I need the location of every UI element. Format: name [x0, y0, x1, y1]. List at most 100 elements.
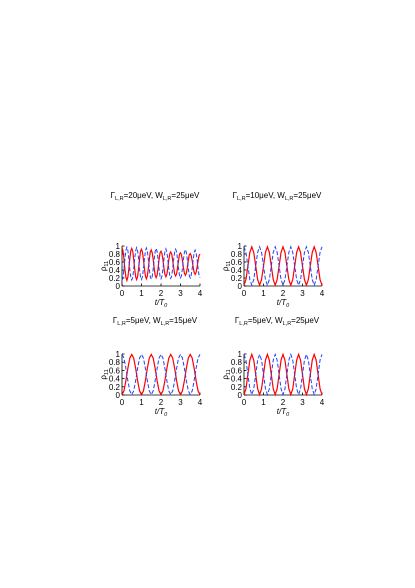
panel-title: ΓL,R=5μeV, WL,R=25μeV — [235, 316, 320, 327]
subscript: 0 — [286, 412, 290, 418]
series-line — [121, 353, 201, 396]
y-tick-label: 0.2 — [231, 274, 243, 283]
y-tick-label: 0.8 — [231, 250, 243, 259]
text-part: ρ — [99, 266, 108, 271]
x-tick-label: 3 — [300, 289, 305, 298]
text-part: =25μeV — [171, 191, 200, 200]
y-tick-label: 0 — [116, 282, 121, 291]
y-tick-label: 1 — [238, 242, 243, 251]
x-tick-label: 0 — [120, 289, 125, 298]
panel-title: ΓL,R=20μeV, WL,R=25μeV — [111, 191, 200, 202]
y-tick-label: 0.4 — [231, 375, 243, 384]
y-tick-label: 0.4 — [109, 375, 121, 384]
y-tick-label: 0.2 — [231, 383, 243, 392]
series-line — [243, 244, 323, 288]
x-tick-label: 0 — [242, 289, 247, 298]
x-tick-label: 4 — [320, 289, 325, 298]
subscript: 0 — [164, 303, 168, 309]
subscript: 11 — [104, 369, 110, 375]
series-line — [243, 352, 323, 397]
y-tick-label: 1 — [116, 242, 121, 251]
series-line — [243, 352, 323, 397]
x-tick-label: 0 — [120, 398, 125, 407]
x-tick-label: 1 — [139, 398, 144, 407]
x-tick-label: 1 — [261, 289, 266, 298]
y-tick-label: 1 — [116, 350, 121, 359]
subscript: 11 — [226, 369, 232, 375]
x-axis-label: t/T0 — [155, 407, 168, 418]
y-tick-label: 0.6 — [109, 366, 121, 375]
x-tick-label: 2 — [159, 398, 164, 407]
y-tick-label: 0.8 — [231, 358, 243, 367]
series-line — [121, 246, 201, 283]
x-tick-label: 3 — [178, 289, 183, 298]
text-part: Γ — [113, 316, 118, 325]
x-tick-label: 4 — [198, 398, 203, 407]
text-part: t/T — [277, 298, 287, 307]
y-tick-label: 0.8 — [109, 250, 121, 259]
y-axis-label: ρ11 — [99, 369, 110, 379]
x-tick-label: 4 — [320, 398, 325, 407]
y-tick-label: 0.6 — [231, 258, 243, 267]
subscript: L,R — [161, 321, 170, 327]
x-tick-label: 4 — [198, 289, 203, 298]
subscript: 0 — [164, 412, 168, 418]
text-part: ρ — [221, 266, 230, 271]
x-tick-label: 2 — [159, 289, 164, 298]
x-tick-label: 1 — [139, 289, 144, 298]
x-axis-label: t/T0 — [277, 407, 290, 418]
subscript: L,R — [117, 321, 126, 327]
subscript: 11 — [104, 261, 110, 267]
text-part: =15μeV — [169, 316, 198, 325]
x-axis-label: t/T0 — [277, 298, 290, 309]
x-tick-label: 2 — [281, 398, 286, 407]
y-axis-label: ρ11 — [221, 369, 232, 379]
subscript: L,R — [239, 321, 248, 327]
text-part: t/T — [277, 407, 287, 416]
y-tick-label: 1 — [238, 350, 243, 359]
y-tick-label: 0 — [238, 282, 243, 291]
subscript: L,R — [285, 196, 294, 202]
text-part: =10μeV, W — [246, 191, 286, 200]
text-part: =20μeV, W — [124, 191, 164, 200]
y-tick-label: 0.4 — [109, 266, 121, 275]
y-axis-label: ρ11 — [99, 261, 110, 271]
y-tick-label: 0.6 — [231, 366, 243, 375]
panel-title: ΓL,R=5μeV, WL,R=15μeV — [113, 316, 198, 327]
y-axis-label: ρ11 — [221, 261, 232, 271]
series-line — [121, 245, 201, 282]
y-tick-label: 0.8 — [109, 358, 121, 367]
subscript: 0 — [286, 303, 290, 309]
text-part: =5μeV, W — [248, 316, 283, 325]
y-tick-label: 0 — [116, 391, 121, 400]
x-tick-label: 2 — [281, 289, 286, 298]
text-part: t/T — [155, 298, 165, 307]
text-part: =25μeV — [293, 191, 322, 200]
subscript: L,R — [163, 196, 172, 202]
text-part: Γ — [111, 191, 116, 200]
subscript: L,R — [237, 196, 246, 202]
y-tick-label: 0 — [238, 391, 243, 400]
panel-title: ΓL,R=10μeV, WL,R=25μeV — [233, 191, 322, 202]
x-tick-label: 3 — [178, 398, 183, 407]
text-part: ρ — [99, 375, 108, 380]
x-tick-label: 1 — [261, 398, 266, 407]
text-part: =5μeV, W — [126, 316, 161, 325]
x-tick-label: 0 — [242, 398, 247, 407]
y-tick-label: 0.2 — [109, 383, 121, 392]
y-tick-label: 0.2 — [109, 274, 121, 283]
subscript: L,R — [283, 321, 292, 327]
text-part: ρ — [221, 375, 230, 380]
series-line — [243, 245, 323, 287]
text-part: Γ — [235, 316, 240, 325]
x-tick-label: 3 — [300, 398, 305, 407]
text-part: t/T — [155, 407, 165, 416]
subscript: L,R — [115, 196, 124, 202]
y-tick-label: 0.6 — [109, 258, 121, 267]
y-tick-label: 0.4 — [231, 266, 243, 275]
subscript: 11 — [226, 261, 232, 267]
text-part: Γ — [233, 191, 238, 200]
x-axis-label: t/T0 — [155, 298, 168, 309]
text-part: =25μeV — [291, 316, 320, 325]
